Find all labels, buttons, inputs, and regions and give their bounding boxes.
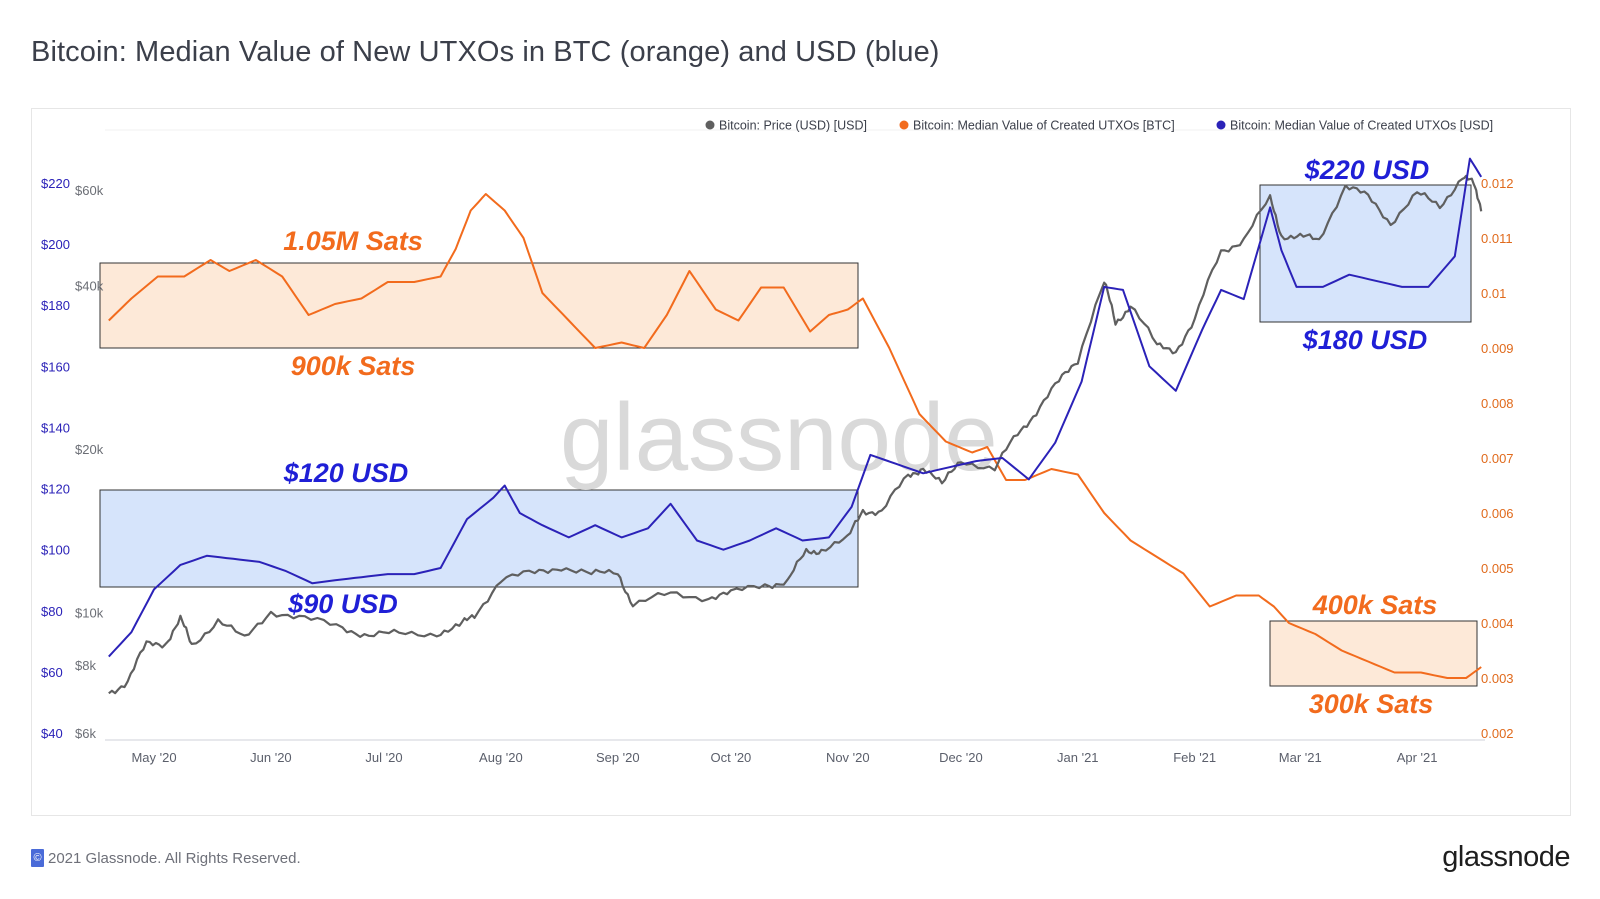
usd-axis-tick: $220 <box>41 176 70 191</box>
legend: Bitcoin: Price (USD) [USD] Bitcoin: Media… <box>705 119 1493 133</box>
btc-axis-tick: 0.004 <box>1481 616 1514 631</box>
price-axis-tick: $10k <box>75 606 104 621</box>
annotation-boxes <box>99 184 1478 687</box>
box-btc-2021 <box>1269 620 1478 687</box>
axes: May '20 Jun '20 Jul '20 Aug '20 Sep '20 Oct '… <box>41 176 1514 765</box>
legend-marker <box>705 120 715 130</box>
annotation-box1-bottom: 900k Sats <box>291 351 416 381</box>
usd-axis-tick: $160 <box>41 359 70 374</box>
x-tick-label: Feb '21 <box>1173 750 1216 765</box>
usd-axis-tick: $180 <box>41 298 70 313</box>
btc-axis-tick: 0.002 <box>1481 726 1514 741</box>
annotation-box3-top: $220 USD <box>1304 155 1430 185</box>
price-line <box>108 174 1483 695</box>
price-axis-tick: $20k <box>75 442 104 457</box>
usd-utxo-line <box>108 157 1483 658</box>
btc-axis-tick: 0.005 <box>1481 561 1514 576</box>
btc-utxo-line <box>108 193 1482 679</box>
x-tick-label: Aug '20 <box>479 750 523 765</box>
price-axis-tick: $6k <box>75 726 96 741</box>
btc-axis-tick: 0.007 <box>1481 451 1514 466</box>
usd-axis-tick: $120 <box>41 482 70 497</box>
btc-axis-tick: 0.011 <box>1481 231 1513 246</box>
annotations: 1.05M Sats 900k Sats $120 USD $90 USD $220 U… <box>283 155 1438 719</box>
annotation-box4-bottom: 300k Sats <box>1309 689 1434 719</box>
x-tick-label: Dec '20 <box>939 750 983 765</box>
btc-axis-tick: 0.008 <box>1481 396 1514 411</box>
copyright-text: 2021 Glassnode. All Rights Reserved. <box>48 849 301 867</box>
copyright-icon: © <box>31 849 44 867</box>
annotation-box2-bottom: $90 USD <box>287 589 398 619</box>
box-btc-2020 <box>99 262 859 349</box>
btc-axis-tick: 0.006 <box>1481 506 1514 521</box>
x-tick-label: Sep '20 <box>596 750 640 765</box>
annotation-box3-bottom: $180 USD <box>1302 325 1428 355</box>
btc-axis-tick: 0.01 <box>1481 286 1506 301</box>
box-usd-2021 <box>1259 184 1472 323</box>
price-axis-tick: $60k <box>75 183 104 198</box>
x-tick-label: Apr '21 <box>1397 750 1438 765</box>
btc-axis-tick: 0.012 <box>1481 176 1514 191</box>
legend-label: Bitcoin: Price (USD) [USD] <box>719 119 867 133</box>
usd-axis-tick: $140 <box>41 420 70 435</box>
btc-axis-tick: 0.009 <box>1481 341 1514 356</box>
x-tick-label: Jun '20 <box>250 750 292 765</box>
price-axis-tick: $40k <box>75 279 104 294</box>
x-tick-label: May '20 <box>131 750 176 765</box>
footer-copyright: © 2021 Glassnode. All Rights Reserved. <box>31 849 301 867</box>
legend-label: Bitcoin: Median Value of Created UTXOs [… <box>913 119 1175 133</box>
annotation-box4-top: 400k Sats <box>1312 590 1438 620</box>
series-lines <box>108 157 1483 695</box>
page-title: Bitcoin: Median Value of New UTXOs in BT… <box>31 36 940 68</box>
annotation-box2-top: $120 USD <box>283 458 409 488</box>
legend-marker <box>899 120 909 130</box>
x-tick-label: Jul '20 <box>365 750 402 765</box>
x-tick-label: Nov '20 <box>826 750 870 765</box>
btc-axis-tick: 0.003 <box>1481 671 1514 686</box>
usd-axis-tick: $80 <box>41 604 63 619</box>
usd-axis-tick: $200 <box>41 237 70 252</box>
x-tick-label: Mar '21 <box>1279 750 1322 765</box>
legend-marker <box>1216 120 1226 130</box>
x-tick-label: Jan '21 <box>1057 750 1099 765</box>
glassnode-logo: glassnode <box>1442 841 1570 873</box>
legend-label: Bitcoin: Median Value of Created UTXOs [… <box>1230 119 1493 133</box>
x-tick-label: Oct '20 <box>711 750 752 765</box>
price-axis-tick: $8k <box>75 658 96 673</box>
annotation-box1-top: 1.05M Sats <box>283 226 423 256</box>
usd-axis-tick: $60 <box>41 665 63 680</box>
box-usd-2020 <box>99 489 859 588</box>
usd-axis-tick: $40 <box>41 726 63 741</box>
chart-frame <box>31 108 1571 816</box>
usd-axis-tick: $100 <box>41 543 70 558</box>
